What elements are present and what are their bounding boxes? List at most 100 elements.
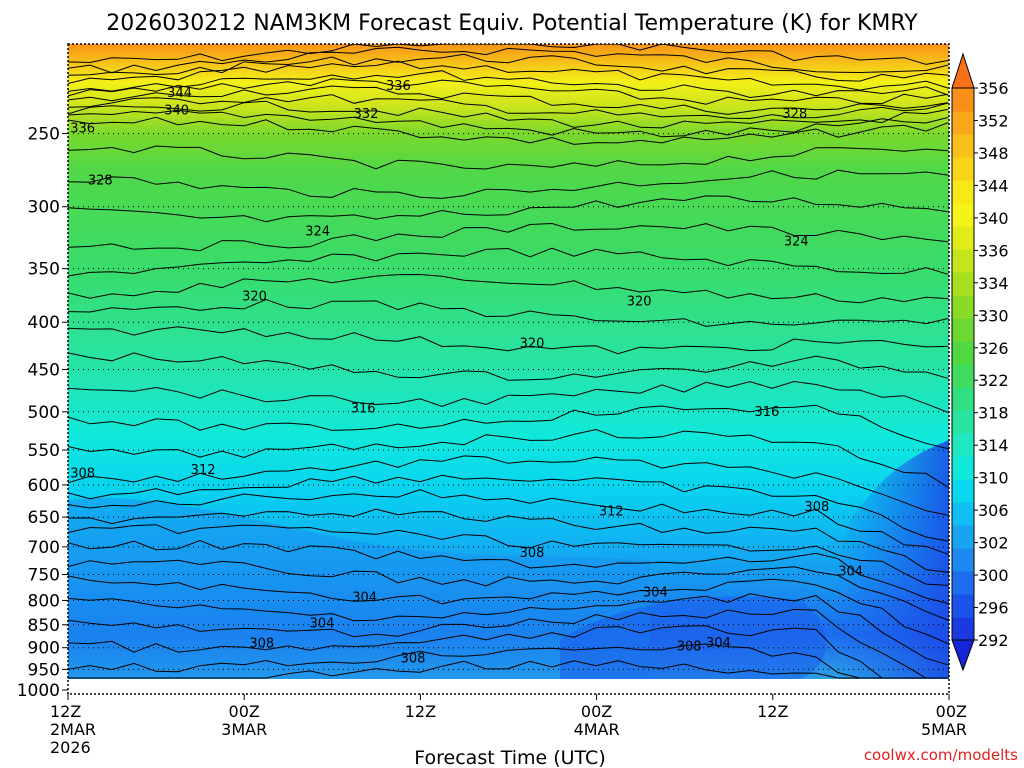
isotherm-line (68, 474, 949, 542)
isotherm-line (68, 643, 948, 679)
y-tick-label: 300 (28, 198, 60, 218)
colorbar-segment (952, 433, 974, 457)
contour-label: 312 (599, 504, 624, 519)
x-tick-label: 00Z (936, 702, 967, 721)
y-tick-label: 1000 (17, 681, 60, 701)
x-tick-label: 12Z (405, 702, 436, 721)
isotherm-line (68, 247, 949, 277)
warm-dome-bottom-left (68, 498, 650, 679)
contour-labels: 344 336 340 332 328 336 328 324 324 320 320 320 316 3… (70, 79, 863, 666)
y-tick-label: 750 (28, 566, 60, 586)
colorbar-top-arrow (951, 52, 975, 89)
y-tick-label: 250 (28, 125, 60, 145)
y-tick-label: 650 (28, 508, 60, 528)
isotherm-line (68, 78, 949, 105)
contour-label: 344 (167, 86, 192, 101)
isotherm-line (68, 508, 949, 573)
x-tick-label: 5MAR (921, 720, 967, 739)
credit-text: coolwx.com/modelts (864, 746, 1018, 764)
contour-label: 304 (838, 564, 863, 579)
x-tick-label: 12Z (50, 702, 81, 721)
isotherm-line (68, 109, 949, 138)
colorbar-label: 356 (978, 79, 1009, 98)
colorbar-segment (952, 157, 974, 181)
colorbar-label: 306 (978, 501, 1009, 520)
isotherm-line (68, 404, 949, 450)
colorbar-segment (952, 548, 974, 572)
colorbar-label: 310 (978, 469, 1009, 488)
isotherm-line (68, 46, 949, 74)
isotherm-line (68, 145, 949, 170)
colorbar-segment (952, 571, 974, 595)
y-tick-label: 450 (28, 360, 60, 380)
isotherm-line (68, 428, 949, 488)
contour-label: 308 (70, 466, 95, 481)
colorbar: 356 352 348 344 340 336 334 330 326 322 318 314 310 3… (951, 52, 1009, 672)
x-tick-label: 12Z (757, 702, 788, 721)
x-tick-label: 2026 (50, 738, 91, 757)
isotherm-line (68, 195, 949, 223)
colorbar-segment (952, 272, 974, 296)
contour-label: 308 (677, 639, 702, 654)
isotherm-line (68, 380, 949, 413)
y-tick-label: 850 (28, 616, 60, 636)
colorbar-segment (952, 387, 974, 411)
y-axis: 250 300 350 400 450 500 550 600 650 700 750 800 850 9… (17, 125, 68, 701)
contour-label: 336 (386, 79, 411, 94)
x-tick-label: 4MAR (574, 720, 620, 739)
chart-title: 2026030212 NAM3KM Forecast Equiv. Potent… (106, 11, 918, 36)
colorbar-label: 334 (978, 274, 1009, 293)
colorbar-segment (952, 88, 974, 112)
contour-label: 312 (191, 463, 216, 478)
contour-label: 336 (70, 122, 95, 137)
colorbar-segment (952, 226, 974, 250)
isotherm-line (68, 608, 948, 679)
contour-label: 320 (627, 295, 652, 310)
y-tick-label: 500 (28, 403, 60, 423)
isotherm-line (68, 455, 949, 516)
colorbar-segment (952, 456, 974, 480)
isotherm-line (68, 326, 949, 355)
colorbar-label: 336 (978, 241, 1009, 260)
colorbar-label: 322 (978, 371, 1009, 390)
isotherm-lines (68, 44, 949, 679)
contour-label: 308 (520, 546, 545, 561)
contour-label: 320 (520, 337, 545, 352)
isotherm-line (68, 273, 949, 304)
colorbar-label: 348 (978, 144, 1009, 163)
grid-lines (68, 133, 949, 670)
isotherm-line (68, 625, 948, 679)
contour-label: 304 (643, 585, 668, 600)
colorbar-label: 300 (978, 566, 1009, 585)
isotherm-line (68, 94, 949, 120)
isotherm-line (68, 489, 949, 555)
colorbar-segment (952, 525, 974, 549)
colorbar-segment (952, 502, 974, 526)
contour-label: 308 (401, 651, 426, 666)
y-tick-label: 400 (28, 313, 60, 333)
colorbar-label: 318 (978, 404, 1009, 423)
colorbar-segment (952, 410, 974, 434)
contour-label: 316 (755, 405, 780, 420)
colorbar-segment (952, 341, 974, 365)
colorbar-label: 314 (978, 436, 1009, 455)
isotherm-line (68, 298, 949, 327)
colorbar-segment (952, 295, 974, 319)
terrain-strip (68, 679, 949, 694)
contour-label: 324 (784, 234, 809, 249)
y-tick-label: 700 (28, 538, 60, 558)
x-tick-label: 00Z (229, 702, 260, 721)
contour-label: 304 (706, 636, 731, 651)
x-tick-label: 3MAR (221, 720, 267, 739)
isotherm-line (68, 169, 949, 199)
colorbar-segment (952, 134, 974, 158)
isotherm-line (68, 352, 949, 381)
colorbar-segment (952, 617, 974, 641)
colorbar-label: 302 (978, 534, 1009, 553)
contour-label: 304 (352, 590, 377, 605)
isotherm-line (68, 593, 949, 666)
y-tick-label: 900 (28, 639, 60, 659)
colorbar-label: 344 (978, 176, 1009, 195)
